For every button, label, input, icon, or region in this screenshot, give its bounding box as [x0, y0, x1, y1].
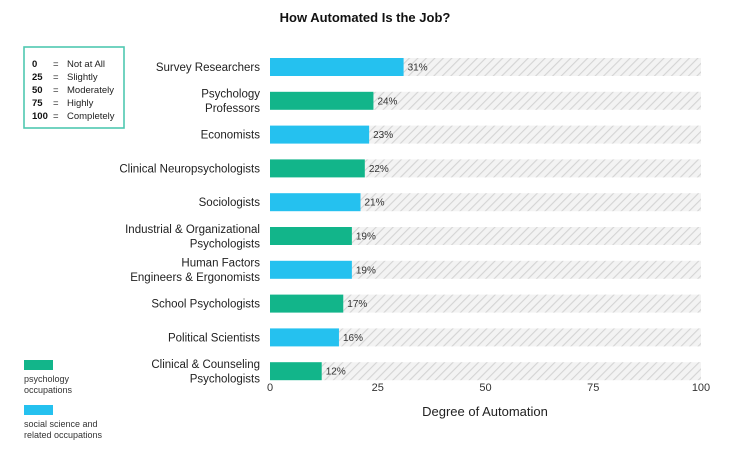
legend-swatch — [24, 405, 53, 415]
value-label: 19% — [356, 232, 376, 243]
scale-key-value: 100 — [32, 111, 48, 122]
bar-row: 19% Human Factors Engineers & Ergonomists — [130, 258, 701, 284]
scale-key-equals: = — [53, 98, 59, 109]
value-label: 22% — [369, 164, 389, 175]
scale-key-value: 75 — [32, 98, 43, 109]
scale-key: 0 = Not at All 25 = Slightly 50 = Moderately 75 = H… — [23, 46, 125, 129]
category-label: Clinical Neuropsychologists — [119, 163, 260, 175]
scale-key-equals: = — [53, 85, 59, 96]
x-axis: 0 25 50 75 100 — [267, 382, 710, 394]
value-label: 19% — [356, 265, 376, 276]
bar-remainder — [321, 362, 701, 381]
bar-row: 21% Sociologists — [199, 193, 701, 212]
bar — [270, 58, 404, 76]
x-tick-label: 100 — [692, 382, 710, 394]
category-label: Clinical & Counseling — [151, 359, 260, 371]
category-label: Psychology — [201, 89, 260, 101]
value-label: 12% — [326, 367, 346, 378]
legend-label: psychology — [24, 374, 70, 384]
bar-remainder — [373, 91, 701, 110]
x-tick-label: 25 — [372, 382, 384, 394]
category-label: Political Scientists — [168, 332, 260, 344]
bar — [270, 362, 322, 381]
scale-key-label: Slightly — [67, 72, 98, 83]
bar-remainder — [351, 227, 701, 245]
x-tick-label: 50 — [479, 382, 491, 394]
bar — [270, 159, 365, 178]
category-label: Psychologists — [190, 373, 261, 385]
bar-row: 23% Economists — [201, 125, 701, 144]
bar-remainder — [343, 294, 701, 313]
bar — [270, 227, 352, 245]
category-label: Survey Researchers — [156, 62, 260, 74]
chart-title: How Automated Is the Job? — [280, 10, 451, 25]
value-label: 24% — [377, 96, 397, 107]
scale-key-equals: = — [53, 72, 59, 83]
scale-key-border — [23, 46, 125, 129]
bar-remainder — [338, 328, 701, 347]
bar-remainder — [403, 58, 701, 76]
bar — [270, 125, 370, 144]
category-label: School Psychologists — [151, 299, 260, 311]
bar-row: 12% Clinical & Counseling Psychologists — [151, 359, 701, 385]
value-label: 17% — [347, 299, 367, 310]
value-label: 31% — [408, 63, 428, 74]
value-label: 16% — [343, 333, 363, 344]
category-label: Economists — [201, 130, 261, 142]
bar-remainder — [351, 260, 701, 279]
bar-row: 22% Clinical Neuropsychologists — [119, 159, 701, 178]
x-tick-label: 75 — [587, 382, 599, 394]
bar — [270, 91, 374, 110]
bar-row: 19% Industrial & Organizational Psychologi… — [125, 224, 701, 250]
scale-key-value: 25 — [32, 72, 43, 83]
scale-key-label: Completely — [67, 111, 115, 122]
category-label: Industrial & Organizational — [125, 224, 260, 236]
bar — [270, 328, 339, 347]
legend-swatch — [24, 360, 53, 370]
category-label: Professors — [205, 103, 260, 115]
bar-remainder — [369, 125, 701, 144]
bar-row: 31% Survey Researchers — [156, 58, 701, 76]
bar-remainder — [360, 193, 701, 212]
scale-key-label: Not at All — [67, 59, 105, 70]
bar-row: 24% Psychology Professors — [201, 89, 701, 115]
value-label: 21% — [365, 198, 385, 209]
legend-label: social science and — [24, 419, 98, 429]
legend-label: occupations — [24, 385, 73, 395]
bar — [270, 294, 344, 313]
scale-key-equals: = — [53, 59, 59, 70]
scale-key-label: Highly — [67, 98, 94, 109]
scale-key-value: 50 — [32, 85, 43, 96]
bar-remainder — [364, 159, 701, 178]
x-tick-label: 0 — [267, 382, 273, 394]
bar — [270, 193, 361, 212]
category-label: Engineers & Ergonomists — [130, 272, 260, 284]
value-label: 23% — [373, 130, 393, 141]
category-label: Sociologists — [199, 197, 261, 209]
category-label: Human Factors — [181, 258, 260, 270]
scale-key-value: 0 — [32, 59, 37, 70]
legend-label: related occupations — [24, 430, 103, 440]
bar-row: 17% School Psychologists — [151, 294, 701, 313]
scale-key-label: Moderately — [67, 85, 114, 96]
x-axis-title: Degree of Automation — [422, 404, 548, 419]
category-label: Psychologists — [190, 238, 261, 250]
bar-rows: 31% Survey Researchers 24% Psychology Profes… — [119, 58, 701, 385]
bar — [270, 260, 352, 279]
bar-row: 16% Political Scientists — [168, 328, 701, 347]
scale-key-equals: = — [53, 111, 59, 122]
